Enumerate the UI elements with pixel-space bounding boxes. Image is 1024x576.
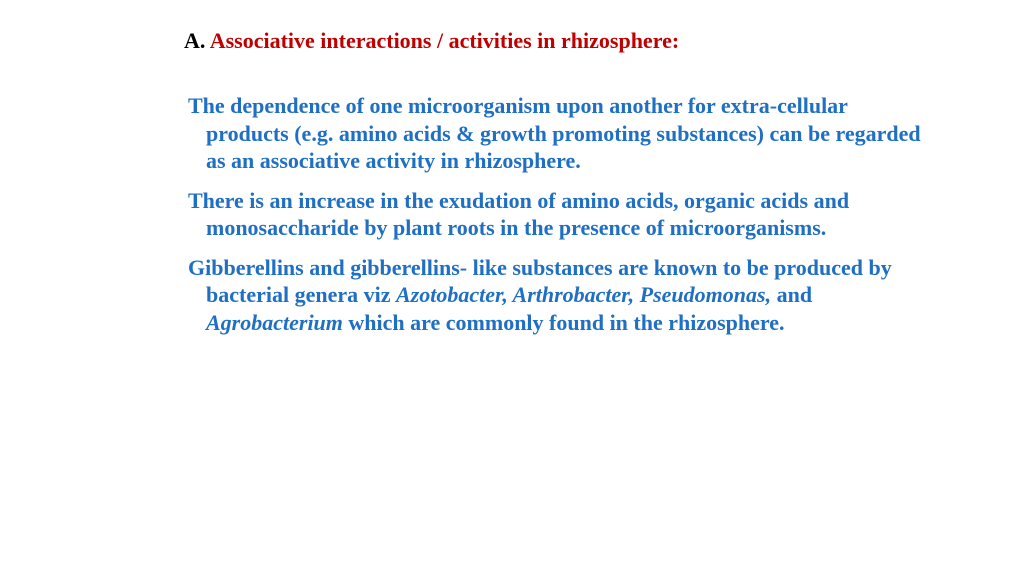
- paragraph-2: There is an increase in the exudation of…: [188, 187, 924, 242]
- p3-genera-1: Azotobacter, Arthrobacter, Pseudomonas,: [396, 282, 777, 307]
- p3-genera-2: Agrobacterium: [206, 310, 348, 335]
- heading-title: Associative interactions / activities in…: [210, 28, 679, 53]
- p3-text-e: which are commonly found in the rhizosph…: [348, 310, 784, 335]
- paragraph-1: The dependence of one microorganism upon…: [188, 92, 924, 175]
- slide-heading: A. Associative interactions / activities…: [184, 28, 924, 54]
- slide: A. Associative interactions / activities…: [0, 0, 1024, 576]
- paragraph-3: Gibberellins and gibberellins- like subs…: [188, 254, 924, 337]
- heading-prefix: A.: [184, 28, 210, 53]
- p3-text-c: and: [777, 282, 812, 307]
